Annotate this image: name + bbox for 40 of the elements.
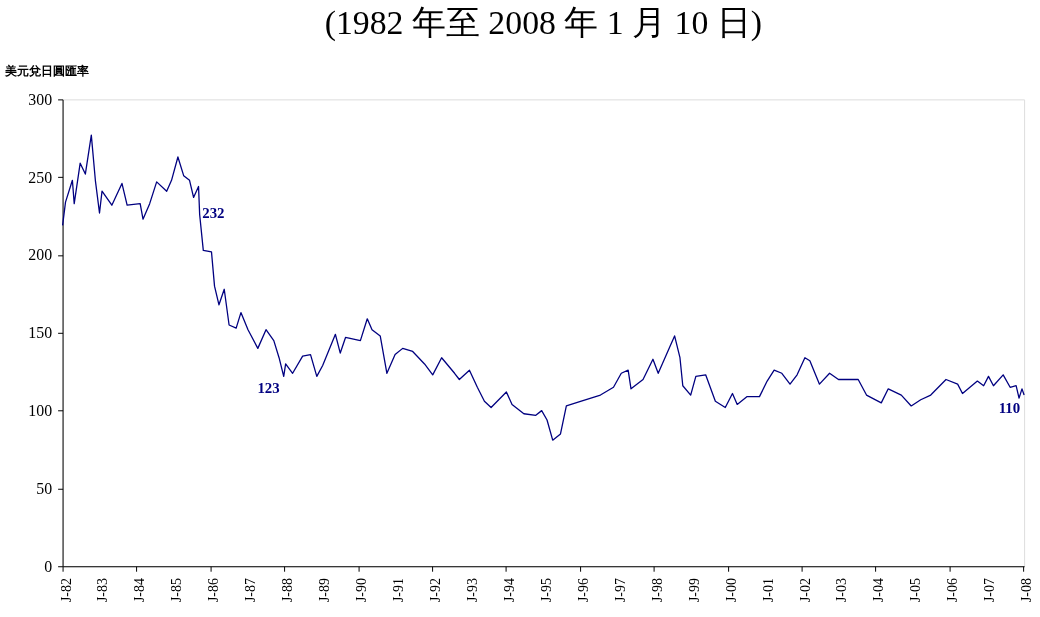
annotation: 232: [202, 205, 225, 222]
x-tick-label: J-97: [612, 578, 628, 603]
annotation: 110: [998, 399, 1021, 416]
y-tick-label: 0: [44, 557, 53, 575]
x-tick-label: J-91: [391, 578, 407, 603]
x-tick-label: J-89: [317, 578, 333, 603]
y-tick-label: 150: [28, 324, 53, 342]
x-tick-label: J-06: [945, 578, 961, 603]
x-tick-label: J-86: [206, 578, 222, 603]
x-tick-label: J-92: [427, 578, 443, 603]
x-tick-label: J-99: [686, 578, 702, 603]
y-tick-label: 50: [36, 479, 53, 497]
x-tick-label: J-96: [575, 578, 591, 603]
x-tick-label: J-00: [723, 578, 739, 603]
x-tick-label: J-94: [501, 578, 517, 603]
x-tick-label: J-01: [760, 578, 776, 603]
x-tick-label: J-02: [797, 578, 813, 603]
y-axis-title: 美元兌日圓匯率: [4, 64, 90, 79]
y-tick-label: 200: [28, 246, 53, 264]
x-tick-label: J-08: [1019, 578, 1035, 603]
x-tick-label: J-88: [280, 578, 296, 603]
x-tick-label: J-82: [58, 578, 74, 603]
x-tick-label: J-93: [464, 578, 480, 603]
y-tick-label: 100: [28, 402, 53, 420]
y-tick-label: 300: [28, 90, 53, 108]
x-tick-label: J-84: [132, 578, 148, 603]
x-tick-label: J-03: [834, 578, 850, 603]
x-tick-label: J-07: [982, 578, 998, 603]
x-tick-label: J-98: [649, 578, 665, 603]
x-tick-label: J-04: [871, 578, 887, 603]
x-tick-label: J-95: [538, 578, 554, 603]
x-tick-label: J-87: [243, 578, 259, 603]
y-tick-label: 250: [28, 168, 53, 186]
x-tick-label: J-83: [95, 578, 111, 603]
x-tick-label: J-85: [169, 578, 185, 603]
annotation: 123: [257, 379, 280, 396]
chart-title: (1982 年至 2008 年 1 月 10 日): [324, 3, 762, 42]
x-tick-label: J-05: [908, 578, 924, 603]
line-series: [61, 134, 1025, 441]
x-tick-label: J-90: [354, 578, 370, 603]
